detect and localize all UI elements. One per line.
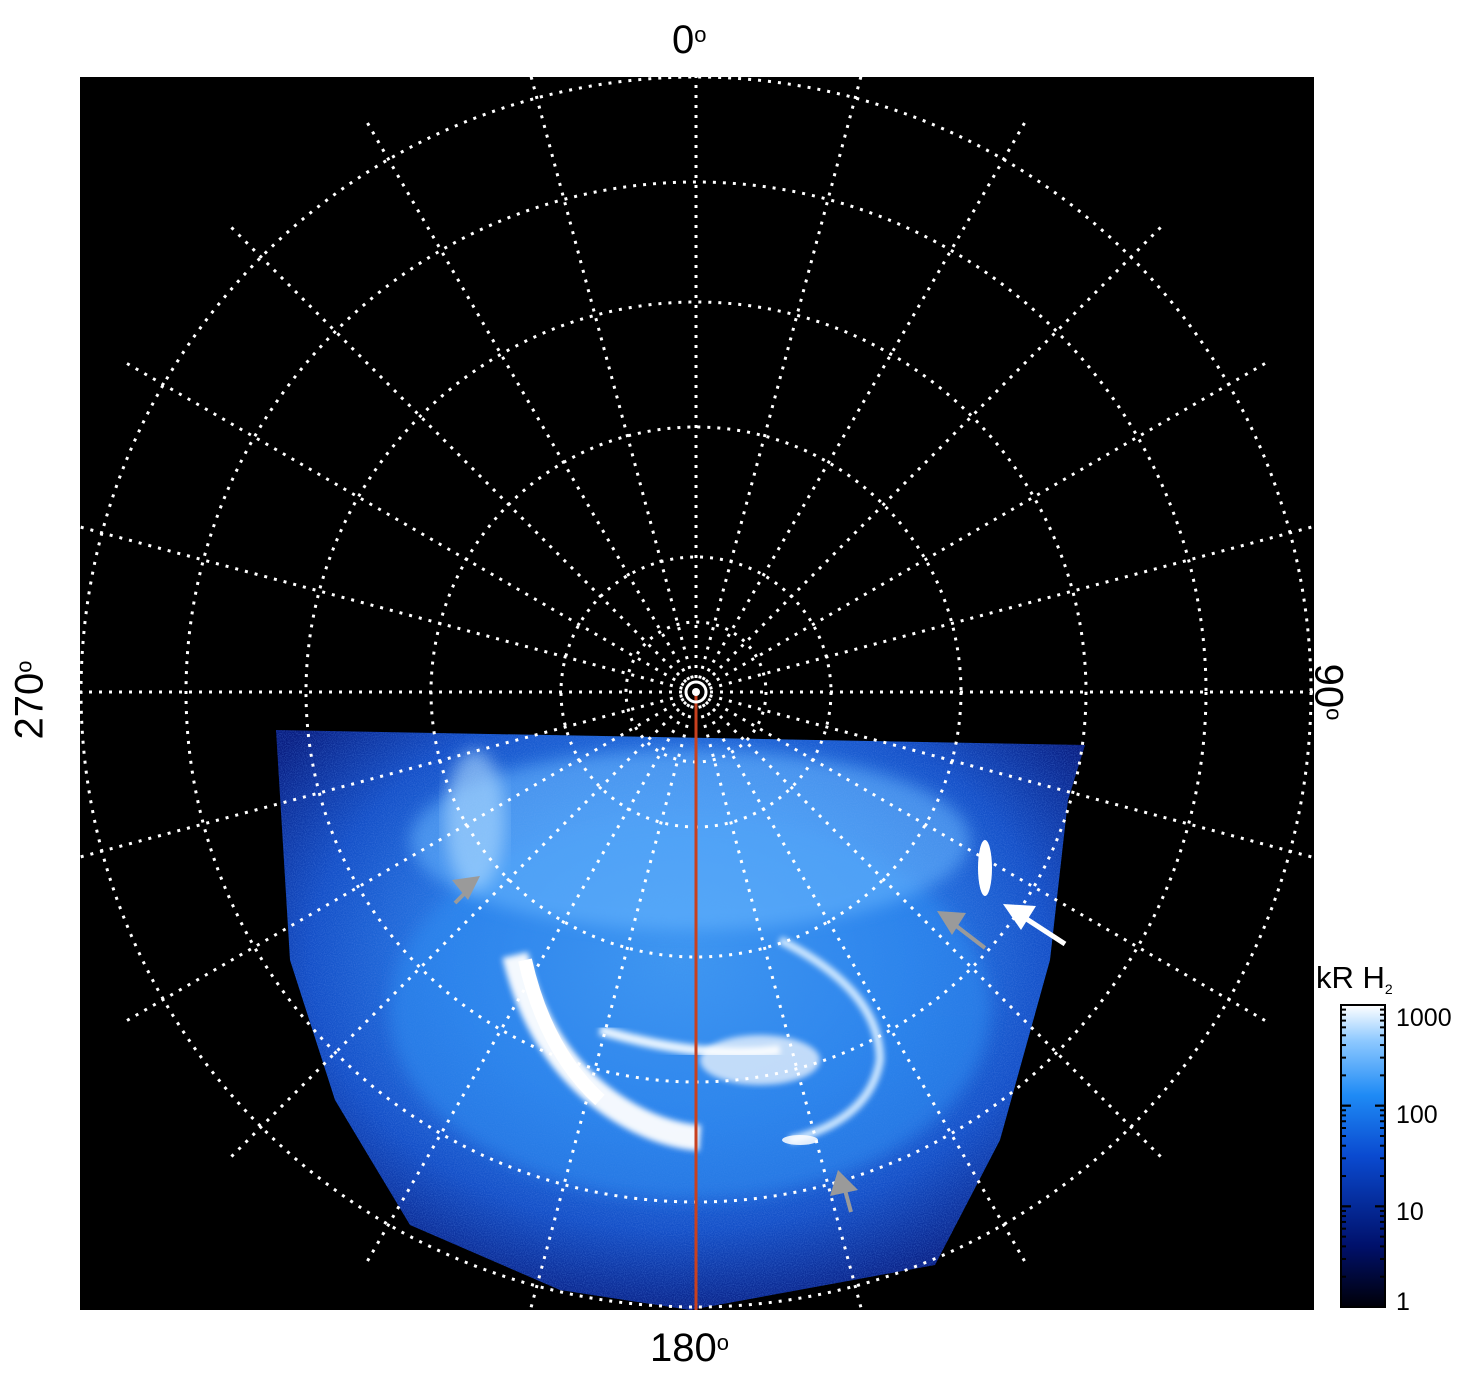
colorbar-title: kR H2 [1316,960,1393,997]
grid-meridian [529,77,694,679]
colorbar [1340,1004,1386,1308]
grid-meridian [698,705,864,1310]
colorbar-tick-label: 1000 [1396,1004,1452,1032]
label-270-deg: 270o [7,660,52,740]
pole-marker [684,680,708,704]
arrow-white-right [1003,904,1067,947]
grid-meridian [80,694,683,859]
label-90-deg: 90o [1306,663,1351,721]
pole-marker-dot [692,688,700,696]
grid-meridian [704,700,1164,1160]
aurora-emission [276,730,1085,1310]
colorbar-tick-label: 100 [1396,1101,1438,1129]
grid-meridian [228,700,688,1160]
grid-meridian [704,224,1164,684]
colorbar-tick-label: 10 [1396,1198,1424,1226]
grid-meridian [698,77,863,679]
label-0-deg: 0o [672,18,707,62]
arrow-gray-left [452,876,480,905]
grid-meridian [528,705,694,1310]
colorbar-tick-label: 1 [1396,1288,1410,1316]
arrow-gray-right [937,911,987,950]
label-180-deg: 180o [650,1326,729,1370]
grid-meridian [709,694,1314,860]
arrow-gray-bottom [830,1170,858,1213]
grid-meridian [709,524,1314,690]
colorbar-ticks [1341,1004,1385,1308]
grid-meridian [80,525,683,690]
grid-meridian [228,224,688,684]
grid-circle [624,620,768,764]
